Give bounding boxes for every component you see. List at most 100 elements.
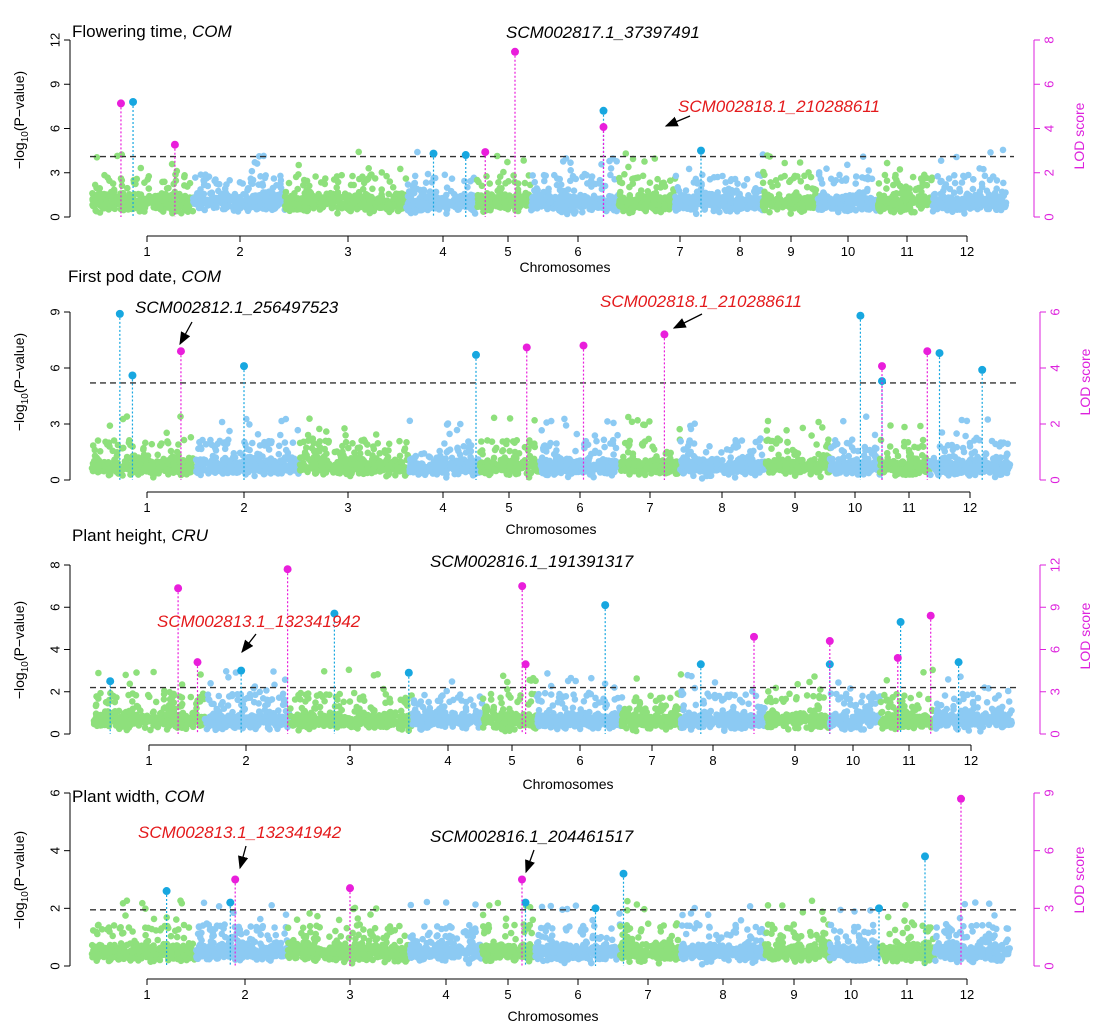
snp-point [164,439,172,447]
snp-point [868,197,875,204]
snp-point [254,466,262,473]
snp-point [838,177,846,184]
snp-point [854,191,861,198]
snp-point [172,177,180,184]
snp-point [424,170,432,178]
snp-point [970,176,977,183]
snp-point [233,205,240,213]
snp-point [161,197,169,204]
snp-point [478,447,486,454]
snp-point [797,178,805,185]
snp-scatter-firstpod [88,309,1018,482]
snp-point [270,175,278,182]
snp-point [880,205,888,212]
snp-point [931,191,938,198]
snp-point [531,187,538,194]
significant-snp-point [461,151,470,160]
snp-point [383,172,390,180]
snp-point [140,207,148,214]
snp-point [244,185,252,192]
snp-point [350,181,358,189]
snp-point [457,420,464,428]
snp-point [448,175,456,182]
snp-point [411,179,419,187]
snp-point [225,436,232,444]
snp-point [312,173,319,180]
snp-point [738,437,746,444]
snp-point [798,200,806,208]
snp-point [543,419,550,426]
snp-point [702,189,709,197]
snp-point [268,464,276,472]
snp-point [328,204,336,212]
snp-point [833,194,840,202]
snp-point [634,417,641,424]
snp-point [596,466,603,474]
snp-point [801,172,808,180]
snp-point [277,177,285,184]
snp-point [501,191,509,198]
snp-point [212,447,220,454]
snp-point [173,448,181,456]
snp-point [965,171,972,179]
snp-point [823,165,830,172]
snp-point [803,183,811,191]
snp-point [196,438,203,446]
snp-point [844,161,851,169]
snp-point [148,440,156,448]
snp-point [207,196,215,203]
snp-point [199,460,206,467]
snp-point [629,175,636,183]
snp-point [110,188,118,195]
snp-point [796,159,804,166]
snp-point [368,469,375,477]
snp-point [540,188,547,196]
snp-point [506,447,513,455]
snp-point [296,205,303,213]
snp-point [656,469,664,477]
snp-point [555,468,562,476]
snp-point [170,460,177,468]
snp-point [269,184,277,192]
snp-point [950,189,958,196]
snp-point [894,179,901,187]
snp-point [269,204,276,211]
snp-point [991,203,999,210]
snp-point [978,180,986,188]
snp-point [721,203,729,210]
snp-point [396,437,403,445]
snp-point [256,191,264,199]
snp-point [570,194,577,202]
snp-point [500,168,507,176]
snp-point [386,178,394,185]
snp-point [327,189,334,197]
snp-point [883,177,891,184]
snp-point [958,179,966,186]
snp-point [764,152,771,159]
snp-point [292,173,300,181]
snp-point [282,202,289,210]
snp-point [192,192,200,200]
snp-point [816,203,823,211]
snp-point [229,467,237,474]
snp-point [641,158,648,165]
snp-point [145,185,153,192]
snp-point [626,441,633,448]
snp-point [409,456,417,463]
snp-point [310,439,317,447]
snp-point [124,184,131,192]
snp-point [137,164,145,172]
snp-point [406,417,414,425]
snp-point [999,204,1007,211]
snp-point [566,456,574,463]
snp-point [161,178,168,186]
snp-point [996,196,1004,204]
snp-point [567,167,574,174]
snp-point [454,193,462,201]
snp-point [572,468,580,476]
snp-point [496,185,503,192]
snp-point [828,205,835,212]
x-tick-label: 10 [841,244,855,259]
snp-point [163,185,171,192]
